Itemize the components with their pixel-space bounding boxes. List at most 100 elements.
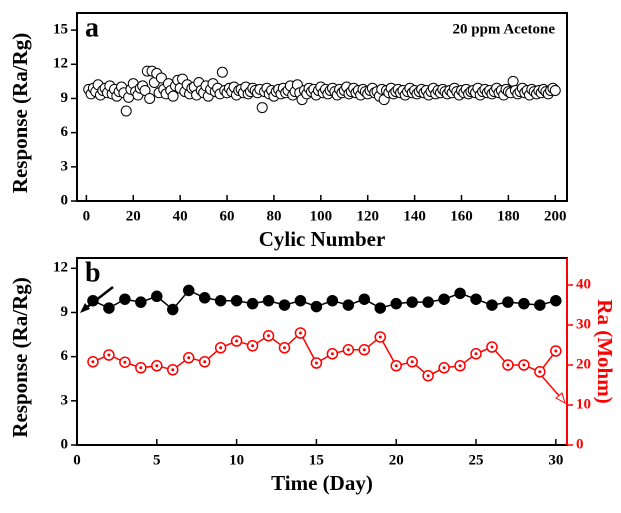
x-tick-label: 100 [310,208,333,224]
data-point [454,287,466,300]
data-point-dot [107,353,111,357]
data-point [422,296,434,308]
y-tick-label: 3 [61,158,69,174]
data-point-dot [506,363,510,367]
y-tick-label: 9 [61,90,69,106]
data-point-dot [171,368,175,372]
data-point [507,75,519,87]
arrow-head [555,392,566,405]
data-point-dot [251,344,255,348]
data-point-dot [123,360,127,364]
data-point-dot [394,364,398,368]
data-point [486,299,498,311]
data-point-dot [187,356,191,360]
data-point [87,294,99,307]
y-tick-label: 12 [53,56,68,72]
data-point-dot [458,364,462,368]
data-point-dot [490,345,494,349]
data-point [534,299,546,311]
y-tick-label: 15 [53,22,68,38]
x-tick-label: 140 [403,208,426,224]
data-point [262,294,275,307]
data-point-dot [362,348,366,352]
x-tick-label: 60 [220,208,235,224]
x-tick-label: 180 [497,208,520,224]
x-tick-label: 200 [544,208,567,224]
data-point [438,293,450,305]
x-tick-label: 0 [73,452,81,468]
data-point [374,302,387,314]
data-point [246,297,259,310]
data-point-dot [267,334,271,338]
y-tick-label: 0 [61,436,69,452]
x-tick-label: 0 [83,208,91,224]
data-point [103,302,115,314]
data-point [230,294,243,307]
data-point [310,300,323,313]
x-tick-label: 30 [548,452,563,468]
data-point-dot [522,363,526,367]
arrow-head [80,303,90,313]
data-point-dot [330,352,334,356]
data-point [120,105,132,117]
data-point [167,303,179,316]
data-point [550,294,562,307]
data-point-dot [219,346,223,350]
data-point-dot [282,346,286,350]
y-tick-label: 6 [61,124,69,140]
x-axis-label: Time (Day) [271,471,373,495]
x-tick-label: 20 [126,208,141,224]
data-point-dot [346,348,350,352]
data-point [518,297,530,310]
data-point-dot [298,331,302,335]
data-point-dot [410,360,414,364]
data-point-dot [203,360,207,364]
data-point-dot [314,361,318,365]
x-tick-label: 160 [450,208,473,224]
data-point-dot [442,366,446,370]
data-point [182,284,195,297]
data-point [216,66,228,78]
data-point-dot [155,364,159,368]
panel-label: a [85,12,99,43]
x-tick-label: 25 [469,452,484,468]
data-point [358,293,371,305]
data-point-dot [474,352,478,356]
data-point [167,90,179,102]
data-point [139,84,151,96]
data-point-dot [91,360,95,364]
data-point-dot [378,335,382,339]
data-point [155,72,167,84]
x-tick-label: 10 [229,452,244,468]
data-point [135,296,147,308]
data-point [256,102,268,114]
panel-label: b [85,257,101,288]
x-tick-label: 20 [389,452,404,468]
y-tick-label: 0 [61,192,69,208]
data-point [326,294,339,307]
data-point-dot [426,374,430,378]
data-point [470,293,482,305]
data-point [342,299,355,311]
y-tick-label: 12 [53,260,68,276]
y-axis-label: Response (Ra/Rg) [8,33,32,193]
y-tick-label: 9 [61,304,69,320]
data-point-dot [538,370,542,374]
x-tick-label: 5 [153,452,161,468]
x-tick-label: 80 [266,208,281,224]
data-point-dot [235,339,239,343]
data-point [144,92,156,104]
data-point [549,84,561,96]
plot-frame [76,12,568,202]
y-tick-label: 3 [61,392,69,408]
y2-tick-label: 20 [576,356,591,372]
data-point-dot [554,349,558,353]
y-tick-label: 6 [61,348,69,364]
annotation: 20 ppm Acetone [453,21,556,37]
arrow [539,373,562,399]
y2-tick-label: 10 [576,396,591,412]
y-axis-label: Response (Ra/Rg) [8,277,32,437]
y2-tick-label: 40 [576,276,591,292]
data-point [278,299,291,311]
